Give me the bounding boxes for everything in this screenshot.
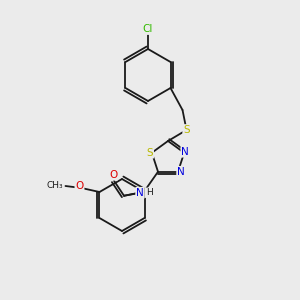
Text: S: S xyxy=(146,148,153,158)
Text: O: O xyxy=(75,181,84,191)
Text: Cl: Cl xyxy=(143,24,153,34)
Text: N: N xyxy=(177,167,185,177)
Text: CH₃: CH₃ xyxy=(47,182,64,190)
Text: N: N xyxy=(181,147,189,157)
Text: O: O xyxy=(109,170,117,180)
Text: S: S xyxy=(183,125,190,135)
Text: H: H xyxy=(146,188,152,197)
Text: N: N xyxy=(136,188,144,198)
